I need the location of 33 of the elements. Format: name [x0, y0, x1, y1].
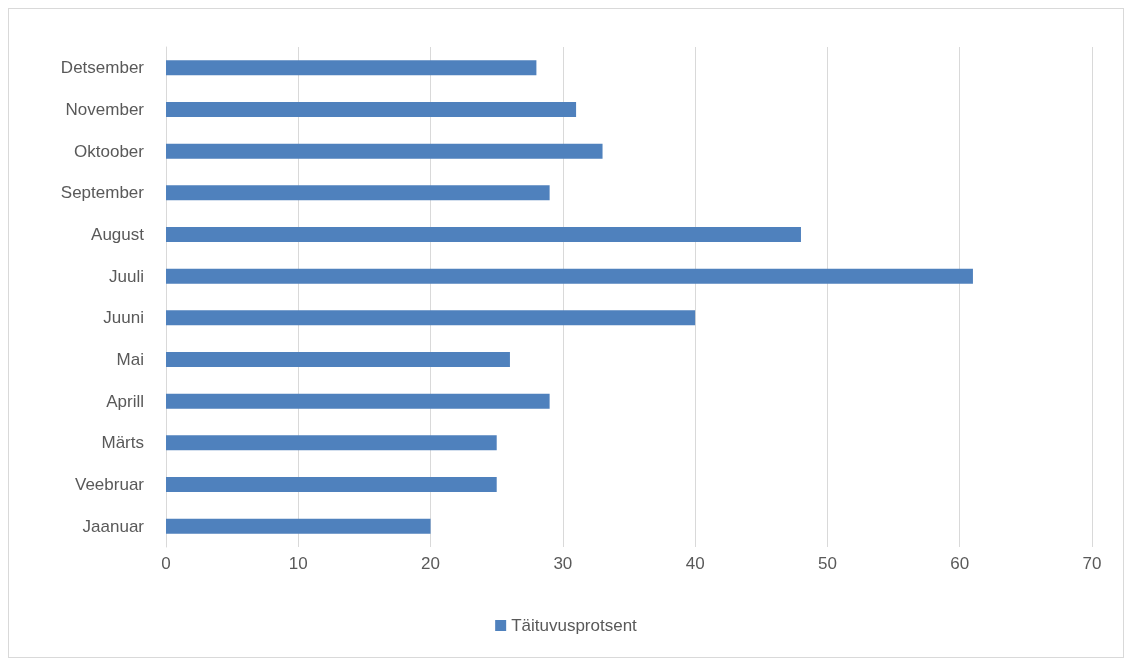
x-tick-label: 60	[950, 554, 970, 573]
bar	[166, 435, 497, 451]
bar	[166, 268, 973, 284]
legend-label: Täituvusprotsent	[511, 616, 638, 635]
bar	[166, 227, 801, 242]
bar	[166, 310, 696, 326]
y-tick-label: Juuli	[109, 266, 144, 286]
x-tick-label: 20	[421, 554, 441, 573]
y-tick-label: Detsember	[60, 58, 145, 78]
y-tick-label: Mai	[116, 350, 144, 369]
x-tick-label: 10	[288, 554, 308, 573]
x-tick-label: 30	[553, 554, 573, 573]
y-tick-label: November	[65, 100, 145, 119]
x-tick-label: 70	[1082, 554, 1102, 573]
y-tick-label: Juuni	[103, 308, 144, 328]
y-tick-label: September	[60, 183, 145, 203]
bar	[166, 518, 431, 534]
bar	[166, 393, 550, 409]
bar	[166, 185, 550, 201]
x-tick-label: 50	[817, 554, 837, 573]
y-tick-label: Aprill	[106, 391, 144, 411]
bar	[166, 477, 497, 492]
x-tick-label: 40	[685, 554, 705, 573]
bar	[166, 60, 537, 76]
y-tick-label: Jaanuar	[82, 516, 145, 536]
bar	[166, 143, 603, 159]
bar	[166, 352, 510, 367]
bar	[166, 102, 577, 117]
y-tick-label: Märts	[101, 433, 144, 453]
y-tick-label: Oktoober	[74, 141, 145, 161]
y-tick-label: August	[91, 225, 145, 244]
x-tick-label: 0	[161, 554, 171, 573]
y-tick-label: Veebruar	[75, 475, 145, 494]
